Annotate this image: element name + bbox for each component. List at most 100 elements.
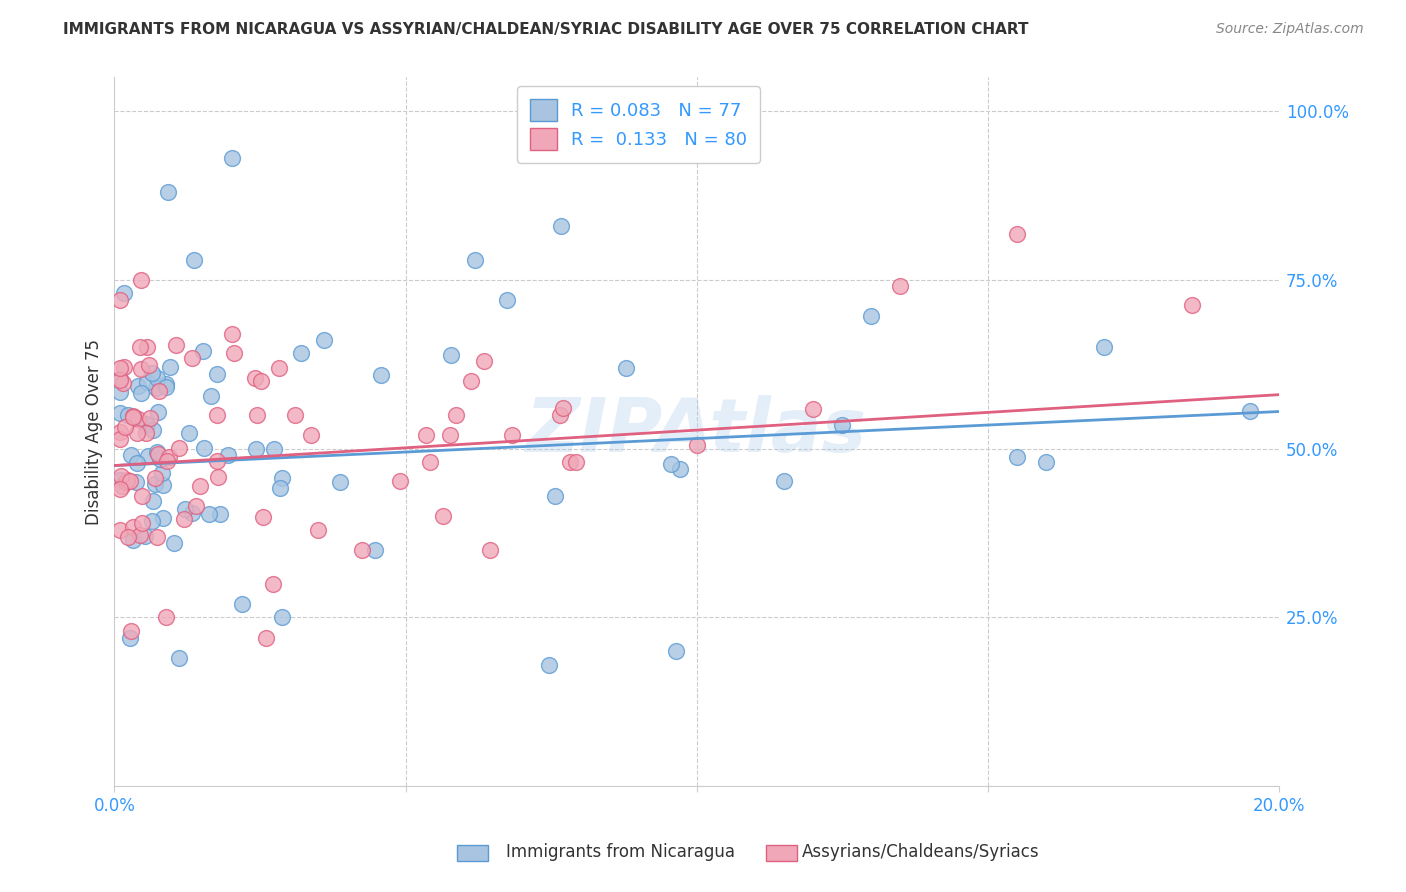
Point	[801, 402, 824, 417]
Legend: R = 0.083   N = 77, R =  0.133   N = 80: R = 0.083 N = 77, R = 0.133 N = 80	[517, 87, 759, 163]
Point	[165, 338, 187, 352]
Point	[120, 631, 142, 645]
Point	[135, 340, 157, 354]
Point	[118, 475, 141, 489]
Point	[129, 386, 152, 401]
Point	[1180, 298, 1202, 312]
Point	[496, 293, 519, 308]
Point	[889, 279, 911, 293]
Point	[544, 489, 567, 503]
Point	[224, 345, 246, 359]
Point	[173, 512, 195, 526]
Point	[121, 520, 143, 534]
Point	[271, 610, 294, 624]
Point	[110, 406, 132, 420]
Point	[110, 360, 132, 375]
Point	[155, 380, 177, 394]
Point	[110, 482, 132, 496]
Point	[180, 506, 202, 520]
Point	[231, 597, 253, 611]
Point	[155, 376, 177, 391]
Point	[129, 527, 152, 541]
Point	[148, 405, 170, 419]
Point	[125, 426, 148, 441]
Point	[169, 441, 191, 455]
Point	[205, 453, 228, 467]
Point	[370, 368, 392, 382]
Point	[117, 530, 139, 544]
Point	[246, 408, 269, 422]
Point	[141, 514, 163, 528]
Point	[263, 442, 285, 456]
Point	[134, 529, 156, 543]
Point	[548, 408, 571, 422]
Point	[550, 219, 572, 233]
Point	[146, 447, 169, 461]
Point	[1005, 450, 1028, 464]
Point	[267, 361, 290, 376]
Point	[120, 624, 142, 638]
Point	[565, 455, 588, 469]
Point	[284, 408, 307, 422]
Point	[193, 441, 215, 455]
Point	[139, 410, 162, 425]
Point	[464, 252, 486, 267]
Point	[669, 462, 692, 476]
Point	[110, 425, 132, 439]
Point	[831, 418, 853, 433]
Point	[122, 409, 145, 424]
Point	[148, 384, 170, 398]
Point	[145, 381, 167, 395]
Point	[129, 273, 152, 287]
Point	[665, 644, 688, 658]
Point	[110, 372, 132, 386]
Point	[1035, 455, 1057, 469]
Point	[110, 293, 132, 308]
Point	[173, 502, 195, 516]
Text: IMMIGRANTS FROM NICARAGUA VS ASSYRIAN/CHALDEAN/SYRIAC DISABILITY AGE OVER 75 COR: IMMIGRANTS FROM NICARAGUA VS ASSYRIAN/CH…	[63, 22, 1029, 37]
Point	[685, 438, 707, 452]
Point	[122, 409, 145, 424]
Point	[146, 371, 169, 385]
Point	[181, 351, 204, 365]
Point	[142, 494, 165, 508]
Point	[120, 448, 142, 462]
Point	[141, 366, 163, 380]
Point	[142, 423, 165, 437]
Point	[193, 343, 215, 358]
Point	[157, 450, 180, 464]
Point	[221, 152, 243, 166]
Point	[537, 657, 560, 672]
Point	[262, 576, 284, 591]
Point	[131, 489, 153, 503]
Point	[143, 476, 166, 491]
Point	[299, 428, 322, 442]
Point	[472, 354, 495, 368]
Point	[179, 426, 201, 441]
Point	[152, 510, 174, 524]
Point	[188, 478, 211, 492]
Point	[478, 542, 501, 557]
Point	[110, 473, 132, 487]
Point	[110, 373, 132, 387]
Point	[135, 425, 157, 440]
Point	[205, 408, 228, 422]
Point	[419, 455, 441, 469]
Point	[150, 467, 173, 481]
Point	[114, 420, 136, 434]
Point	[131, 516, 153, 530]
Point	[1092, 340, 1115, 354]
Point	[111, 376, 134, 391]
Point	[121, 533, 143, 547]
Point	[271, 471, 294, 485]
Point	[256, 631, 278, 645]
Point	[110, 432, 132, 446]
Point	[269, 481, 291, 495]
Point	[146, 530, 169, 544]
Point	[249, 374, 271, 388]
Point	[129, 340, 152, 354]
Point	[125, 475, 148, 490]
Point	[205, 367, 228, 381]
Point	[136, 449, 159, 463]
Point	[560, 455, 582, 469]
